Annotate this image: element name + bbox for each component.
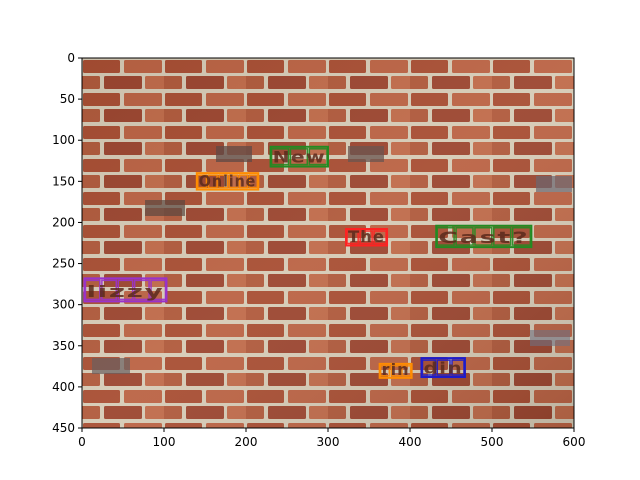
word-text: Cast?	[438, 228, 529, 247]
x-tick-label: 200	[235, 435, 258, 449]
plot-area: New Online The Cast? lizzy rin din	[82, 58, 574, 428]
dark-brick	[536, 176, 572, 192]
word-text: Online	[199, 171, 257, 190]
x-tick-label: 0	[78, 435, 86, 449]
char-bounding-box	[373, 230, 387, 245]
char-bounding-box	[229, 174, 239, 189]
char-bounding-box	[270, 148, 290, 166]
word-bounding-box	[345, 228, 389, 247]
char-bounding-box	[346, 230, 359, 245]
word-text: rin	[382, 360, 410, 379]
char-bounding-box	[390, 365, 401, 377]
word-text: lizzy	[86, 282, 164, 301]
word-annotation: Cast?	[435, 224, 533, 249]
word-annotation: rin	[378, 360, 413, 379]
dark-brick	[145, 200, 185, 216]
char-bounding-box	[133, 279, 150, 301]
char-bounding-box	[436, 226, 455, 246]
char-bounding-box	[218, 174, 229, 189]
word-annotation: lizzy	[83, 277, 168, 303]
word-annotation: The	[345, 227, 389, 247]
char-bounding-box	[474, 226, 493, 246]
word-text: The	[348, 227, 385, 246]
dark-brick	[216, 146, 252, 162]
char-bounding-box	[207, 174, 218, 189]
char-bounding-box	[308, 148, 328, 166]
y-tick-label: 150	[52, 174, 75, 188]
char-bounding-box	[84, 279, 101, 301]
char-bounding-box	[436, 359, 451, 376]
word-annotations: New Online The Cast? lizzy rin din	[83, 145, 533, 379]
x-tick-label: 300	[317, 435, 340, 449]
char-bounding-box	[117, 279, 134, 301]
char-bounding-box	[238, 174, 249, 189]
word-bounding-box	[435, 224, 533, 249]
y-tick-label: 250	[52, 257, 75, 271]
word-annotation: New	[269, 145, 330, 168]
dark-brick	[348, 146, 384, 162]
char-bounding-box	[493, 226, 512, 246]
word-annotation: din	[420, 357, 466, 379]
x-tick-label: 100	[153, 435, 176, 449]
word-bounding-box	[269, 145, 330, 168]
word-text: New	[273, 148, 326, 167]
char-bounding-box	[379, 365, 391, 377]
y-tick-label: 0	[67, 51, 75, 65]
char-bounding-box	[401, 365, 412, 377]
word-bounding-box	[195, 172, 260, 191]
word-bounding-box	[83, 277, 168, 303]
char-bounding-box	[511, 226, 532, 246]
char-bounding-box	[451, 359, 465, 376]
dark-brick	[92, 358, 130, 374]
word-text: din	[423, 358, 462, 377]
dark-brick	[530, 330, 570, 346]
x-tick-label: 400	[399, 435, 422, 449]
x-tick-label: 500	[481, 435, 504, 449]
y-tick-label: 450	[52, 421, 75, 435]
char-bounding-box	[421, 359, 436, 376]
char-bounding-box	[248, 174, 259, 189]
y-tick-label: 350	[52, 339, 75, 353]
word-annotation: Online	[195, 171, 260, 191]
char-bounding-box	[455, 226, 474, 246]
x-tick-label: 600	[563, 435, 586, 449]
char-bounding-box	[150, 279, 167, 301]
char-bounding-box	[289, 148, 309, 166]
x-axis: 0 100 200 300 400 500 600	[78, 428, 585, 449]
char-bounding-box	[197, 174, 208, 189]
word-bounding-box	[420, 357, 466, 379]
y-tick-label: 300	[52, 298, 75, 312]
y-tick-label: 100	[52, 133, 75, 147]
y-axis: 0 50 100 150 200 250 300 350 400 450	[52, 51, 82, 435]
y-tick-label: 400	[52, 380, 75, 394]
y-tick-label: 200	[52, 215, 75, 229]
y-tick-label: 50	[60, 92, 75, 106]
char-bounding-box	[101, 279, 118, 301]
word-bounding-box	[378, 362, 413, 379]
char-bounding-box	[359, 230, 373, 245]
